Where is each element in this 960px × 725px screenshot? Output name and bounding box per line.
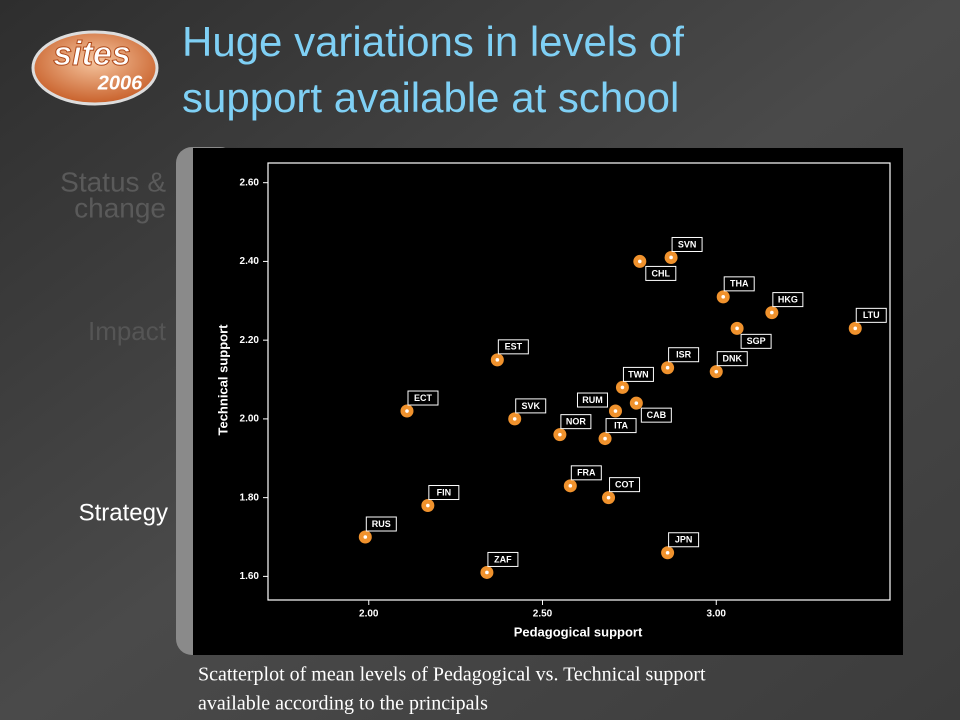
label-box	[645, 265, 677, 281]
label-box	[605, 418, 637, 434]
x-tick-label: 2.00	[359, 609, 379, 620]
point-center	[485, 570, 489, 575]
point-center	[620, 385, 625, 390]
label-box	[560, 414, 592, 430]
plot-frame	[267, 162, 891, 601]
label-box	[365, 516, 397, 532]
y-tick-label: 1.80	[240, 492, 260, 503]
point-center	[405, 409, 409, 413]
label-box	[772, 292, 804, 308]
point-label: SGP	[747, 336, 766, 346]
point-center	[714, 369, 719, 374]
label-box	[515, 398, 547, 414]
point-label: COT	[615, 480, 635, 490]
x-tick-label: 3.00	[707, 609, 727, 620]
title: support available at school	[182, 74, 679, 121]
point-center	[512, 417, 517, 421]
label-box	[740, 333, 772, 349]
point-center	[735, 326, 739, 331]
point-label: NOR	[566, 417, 587, 427]
y-axis-title: Technical support	[215, 324, 230, 436]
point-center	[634, 401, 639, 405]
logo-word: sites	[53, 35, 131, 73]
logo: sites 2006	[31, 30, 159, 106]
point-label: ZAF	[494, 554, 512, 564]
y-tick-label: 2.40	[240, 256, 260, 267]
label-box	[497, 339, 529, 355]
point-center	[665, 365, 670, 370]
point-label: JPN	[675, 535, 693, 545]
label-box	[407, 390, 439, 406]
label-box	[640, 407, 672, 423]
point-center	[613, 409, 618, 413]
point-label: CHL	[652, 268, 671, 278]
label-box	[576, 392, 608, 408]
label-box	[668, 532, 700, 548]
point-label: TWN	[628, 369, 649, 379]
point-center	[853, 326, 858, 331]
title: Huge variations in levels of	[182, 18, 684, 65]
point-label: ECT	[414, 393, 433, 403]
point-center	[638, 259, 642, 264]
point-center	[665, 550, 670, 555]
point-center	[770, 310, 774, 315]
point-label: RUM	[582, 395, 603, 405]
menu-item: Impact	[88, 316, 167, 346]
point-label: ITA	[614, 420, 628, 430]
y-tick-label: 2.60	[240, 177, 260, 188]
point-center	[568, 484, 573, 488]
chart-area	[193, 148, 903, 655]
y-tick-label: 2.00	[240, 414, 260, 425]
label-box	[671, 236, 703, 252]
point-label: LTU	[863, 310, 880, 320]
point-center	[558, 432, 562, 437]
point-label: ISR	[676, 350, 692, 360]
point-center	[721, 295, 726, 299]
menu-item: Status &	[60, 166, 166, 197]
menu-item: change	[74, 192, 166, 223]
point-center	[603, 436, 607, 441]
label-box	[855, 307, 887, 323]
point-label: DNK	[723, 354, 743, 364]
y-tick-label: 2.20	[240, 335, 260, 346]
point-label: CAB	[647, 410, 667, 420]
menu-item: Strategy	[79, 499, 168, 526]
point-center	[363, 535, 368, 539]
point-center	[495, 358, 500, 362]
label-box	[622, 366, 654, 382]
y-tick-label: 1.60	[240, 571, 260, 582]
x-axis-title: Pedagogical support	[514, 624, 643, 639]
label-box	[668, 347, 700, 363]
caption: available according to the principals	[198, 693, 488, 715]
point-label: RUS	[372, 519, 391, 529]
point-label: SVN	[678, 239, 697, 249]
point-label: FRA	[577, 468, 596, 478]
point-label: SVK	[521, 401, 540, 411]
point-center	[669, 255, 673, 260]
label-box	[609, 477, 641, 493]
logo-badge	[31, 30, 159, 106]
label-box	[570, 465, 602, 481]
logo-year: 2006	[97, 72, 143, 94]
label-box	[487, 551, 519, 567]
point-label: EST	[505, 342, 523, 352]
label-box	[428, 485, 460, 501]
point-center	[426, 503, 430, 508]
x-tick-label: 2.50	[533, 609, 553, 620]
caption: Scatterplot of mean levels of Pedagogica…	[198, 664, 706, 686]
point-label: FIN	[437, 487, 452, 497]
point-label: THA	[730, 279, 749, 289]
label-box	[723, 276, 755, 292]
point-label: HKG	[778, 294, 798, 304]
label-box	[716, 351, 748, 367]
point-center	[606, 495, 611, 500]
